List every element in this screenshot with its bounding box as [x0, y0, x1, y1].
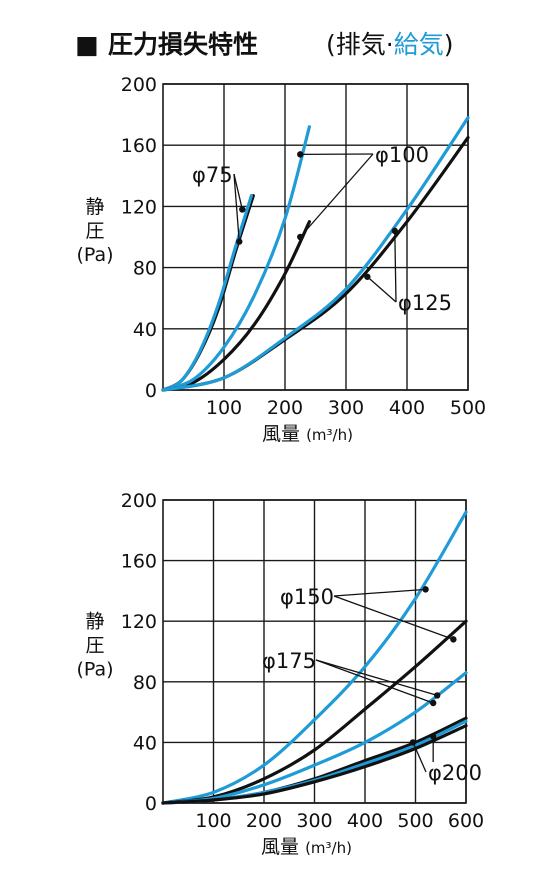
- y-tick-label: 120: [121, 611, 157, 633]
- annotation-point: [409, 739, 417, 746]
- annotation-leader: [333, 595, 454, 640]
- annotation-point: [236, 238, 243, 245]
- chart-2: 0 40 80 120 160 200 100 200 300 400 500 600 静圧(Pa) 風量…: [76, 490, 484, 858]
- x-tick-label: 500: [450, 397, 486, 419]
- y-axis-label: 静: [85, 196, 104, 218]
- annotation-label: φ75: [192, 163, 233, 187]
- x-tick-label: 200: [246, 810, 282, 832]
- series-line-phi100-supply: [161, 125, 311, 392]
- plot-frame: [162, 83, 469, 391]
- plot-frame: [162, 499, 467, 804]
- x-axis-label-name: 風量: [262, 423, 306, 445]
- annotation-point: [450, 636, 457, 643]
- x-tick-label: 400: [389, 397, 425, 419]
- subtitle-supply: 給気: [394, 30, 444, 59]
- title-marker: ■: [75, 30, 99, 59]
- x-tick-label: 600: [448, 810, 484, 832]
- y-tick-label: 0: [145, 793, 157, 815]
- series-line-phi125-supply: [161, 116, 470, 392]
- annotation-leader: [366, 276, 397, 303]
- annotation-label: φ125: [398, 291, 452, 315]
- y-tick-label: 80: [133, 672, 157, 694]
- series-line-phi150-supply: [161, 510, 468, 805]
- x-tick-label: 300: [328, 397, 364, 419]
- svg-text:(排気·給気): (排気·給気): [326, 30, 453, 59]
- annotation-label: φ175: [262, 649, 316, 673]
- annotation-point: [391, 227, 398, 235]
- x-tick-label: 200: [267, 397, 303, 419]
- annotation-point: [239, 206, 246, 213]
- x-tick-label: 400: [347, 810, 383, 832]
- page-title: 圧力損失特性: [108, 30, 258, 59]
- series-line-phi100-exhaust: [161, 220, 311, 392]
- annotation-point: [297, 151, 304, 158]
- y-axis-label: (Pa): [76, 659, 113, 681]
- series-line-phi75-exhaust: [161, 194, 255, 392]
- annotation-label: φ100: [375, 143, 429, 167]
- annotation-leader: [315, 659, 438, 697]
- y-axis-label: 圧: [85, 220, 104, 242]
- x-tick-label: 500: [397, 810, 433, 832]
- x-axis-label: 風量 (m³/h): [261, 836, 352, 858]
- x-tick-label: 100: [206, 397, 242, 419]
- y-tick-label: 80: [133, 258, 157, 280]
- y-tick-label: 120: [121, 196, 157, 218]
- y-tick-label: 40: [133, 732, 157, 754]
- chart-1: 0 40 80 120 160 200 100 200 300 400 500 静圧(Pa) 風量 (m…: [76, 74, 486, 445]
- annotation-leader: [394, 230, 397, 303]
- annotation-leader: [333, 588, 426, 597]
- annotation-point: [434, 692, 441, 699]
- annotation-leader: [315, 659, 434, 704]
- y-axis-label: (Pa): [76, 244, 113, 266]
- title-group: ■ 圧力損失特性 (排気·給気): [75, 30, 453, 59]
- annotation-point: [429, 699, 437, 707]
- x-tick-label: 100: [195, 810, 231, 832]
- y-tick-label: 200: [121, 74, 157, 96]
- subtitle-close: ): [444, 30, 454, 59]
- y-tick-label: 160: [121, 135, 157, 157]
- annotation-point: [429, 733, 437, 740]
- y-tick-label: 0: [145, 380, 157, 402]
- annotation-leader: [412, 742, 427, 773]
- x-axis-label: 風量 (m³/h): [262, 423, 353, 445]
- y-axis-label: 静: [85, 611, 104, 633]
- x-axis-label-unit: (m³/h): [306, 426, 353, 444]
- y-tick-label: 40: [133, 319, 157, 341]
- annotation-label: φ200: [428, 761, 482, 785]
- x-tick-label: 300: [296, 810, 332, 832]
- annotation-point: [422, 586, 429, 593]
- y-tick-label: 160: [121, 551, 157, 573]
- subtitle-open: (排気·: [326, 30, 394, 59]
- annotation-point: [297, 233, 304, 241]
- y-axis-label: 圧: [85, 635, 104, 657]
- y-tick-label: 200: [121, 490, 157, 512]
- annotation-label: φ150: [280, 585, 334, 609]
- annotation-leader: [299, 153, 374, 238]
- annotation-point: [364, 273, 371, 280]
- annotation-leader: [233, 173, 243, 210]
- x-axis-label-name: 風量: [261, 836, 305, 858]
- x-axis-label-unit: (m³/h): [305, 839, 352, 857]
- annotation-leader: [233, 173, 240, 242]
